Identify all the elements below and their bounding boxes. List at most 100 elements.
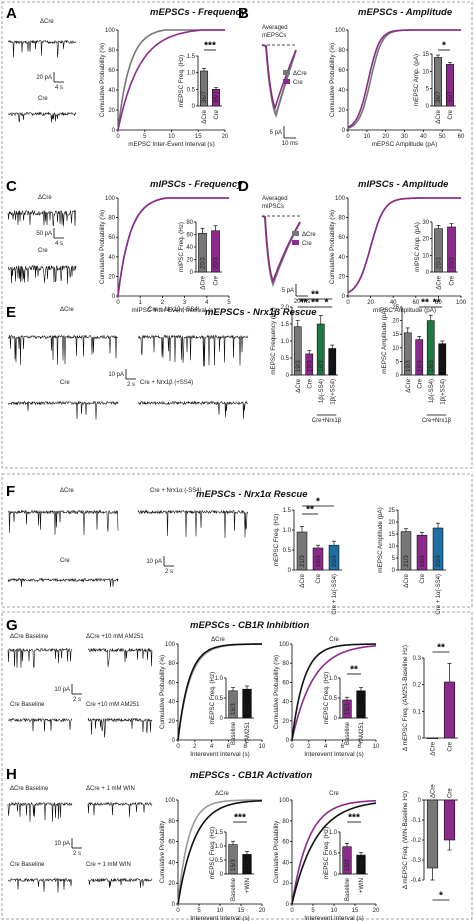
panel-h-cdf1-ytick-label: 60 bbox=[168, 840, 175, 846]
panel-f-freq-cat-0: ΔCre bbox=[300, 573, 306, 587]
panel-c-cdf-xtick-label: 3 bbox=[183, 300, 187, 306]
panel-d-inset-ytick-label: 30 bbox=[422, 220, 429, 226]
panel-a-inset-ytick-label: 0.5 bbox=[187, 87, 196, 93]
panel-f-label: F bbox=[6, 483, 15, 500]
panel-b-inset-count-1: 35/7 bbox=[448, 91, 454, 103]
panel-b-inset-cat-1: Cre bbox=[448, 109, 454, 119]
panel-g-cdf2-ytick-label: 20 bbox=[282, 719, 289, 725]
panel-a-scale-vlabel: 20 pA bbox=[36, 75, 52, 81]
panel-h-trace-cre-base bbox=[7, 877, 73, 893]
panel-h-cdf2-xtick-label: 0 bbox=[290, 908, 294, 914]
panel-e-scale-hlabel: 2 s bbox=[127, 382, 135, 388]
panel-c-cdf-ytick-label: 60 bbox=[108, 235, 115, 241]
panel-c-trace-cre bbox=[7, 264, 77, 284]
panel-b-title: mEPSCs - Amplitude bbox=[358, 7, 453, 18]
panel-d-cdf-ytick-label: 60 bbox=[338, 235, 345, 241]
panel-h-cdf1-title: ΔCre bbox=[215, 791, 229, 797]
panel-e-freq-ytick-label: 1.5 bbox=[281, 322, 290, 328]
panel-d-inset-cat-0: ΔCre bbox=[437, 275, 443, 289]
panel-d-cdf-ytick-label: 40 bbox=[338, 255, 345, 261]
panel-f-amp-cat-1: Cre bbox=[420, 573, 426, 583]
panel-g-cdf2-xlabel: Interevent Interval (s) bbox=[304, 751, 364, 758]
panel-c-inset-ytick-label: 40 bbox=[186, 245, 193, 251]
panel-c-cdf-xtick-label: 0 bbox=[116, 300, 120, 306]
panel-e-freq-ytick-label: 0 bbox=[286, 373, 290, 379]
panel-h-cdf1-ytick-label: 20 bbox=[168, 881, 175, 887]
panel-a-cdf-ylabel: Cumulative Probability (%) bbox=[99, 43, 106, 117]
panel-d-label: D bbox=[238, 178, 249, 195]
panel-b-scale-vlabel: 5 pA bbox=[270, 130, 282, 136]
panel-e-t1: ΔCre bbox=[60, 307, 74, 313]
panel-d-legend-dcre-swatch bbox=[292, 231, 299, 236]
panel-h-inset1-sig: *** bbox=[234, 813, 246, 824]
panel-c-cdf-xtick-label: 1 bbox=[139, 300, 143, 306]
panel-a-inset-ytick-label: 1.0 bbox=[187, 71, 196, 77]
panel-b-inset-ytick-label: 0 bbox=[426, 104, 430, 110]
panel-e-group-label-freq: Cre+Nrx1β bbox=[312, 418, 342, 424]
section-e-border bbox=[1, 473, 473, 608]
panel-g-inset2-cat-1: +AM251 bbox=[359, 721, 365, 744]
panel-g-inset1-count-1: 15/3 bbox=[245, 703, 251, 715]
panel-h-inset1-count-0: 15/3 bbox=[231, 859, 237, 871]
panel-h-scale-hlabel: 2 s bbox=[73, 851, 81, 857]
panel-f-amp-ytick-label: 5 bbox=[392, 556, 396, 562]
panel-c-label: C bbox=[6, 178, 17, 195]
panel-b-cdf-xtick-label: 50 bbox=[439, 134, 446, 140]
panel-f-amp-ytick-label: 25 bbox=[388, 508, 395, 514]
panel-g-cdf2-xtick-label: 8 bbox=[358, 744, 362, 750]
panel-e-amp-count-3: 19/3 bbox=[440, 360, 446, 372]
panel-a-trace-cre bbox=[7, 111, 77, 123]
panel-b-cdf-xtick-label: 30 bbox=[401, 134, 408, 140]
panel-h-inset1-cat-0: Baseline bbox=[231, 877, 237, 901]
panel-h-inset1-ytick-label: 0.5 bbox=[215, 858, 224, 864]
panel-e-amp-ytick-label: 5 bbox=[396, 359, 400, 365]
panel-c-trace-dcre-label: ΔCre bbox=[38, 195, 52, 201]
panel-g-cdf2-xtick-label: 6 bbox=[341, 744, 345, 750]
panel-b-inset-ytick-label: 10 bbox=[422, 69, 429, 75]
panel-b-avg-label-1: Averaged bbox=[262, 25, 288, 31]
panel-f-freq-ytick-label: 1.0 bbox=[283, 528, 292, 534]
panel-c-cdf-xtick-label: 5 bbox=[227, 300, 231, 306]
panel-g-cdf1-xtick-label: 0 bbox=[176, 744, 180, 750]
panel-h-inset2-sig: *** bbox=[348, 813, 360, 824]
panel-b-inset-ytick-label: 5 bbox=[426, 87, 430, 93]
panel-f-amp-ytick-label: 20 bbox=[388, 520, 395, 526]
panel-e-sig-top: ** bbox=[311, 290, 319, 301]
panel-c-cdf-xlabel: mIPSC Inter-Event Interval (s) bbox=[132, 307, 216, 314]
panel-g-inset2-ylabel: mEPSC Freq. (Hz) bbox=[323, 672, 330, 724]
panel-g-delta-cat-1: Cre bbox=[448, 741, 454, 751]
panel-a-cdf-ytick-label: 100 bbox=[105, 28, 116, 34]
panel-e-amp-ytick-label: 0 bbox=[396, 373, 400, 379]
panel-a-trace-cre-label: Cre bbox=[38, 96, 48, 102]
panel-h-cdf2-xtick-label: 5 bbox=[311, 908, 315, 914]
panel-e-amp-cat-2: 1β(-SS4) bbox=[429, 379, 435, 403]
panel-g-delta-sig: ** bbox=[437, 643, 445, 654]
panel-e-freq-count-1: 19/3 bbox=[307, 360, 313, 372]
panel-a-cdf-xtick-label: 10 bbox=[168, 134, 175, 140]
panel-h-inset1-ytick-label: 1.0 bbox=[215, 844, 224, 850]
panel-g-delta-ytick-label: 0.1 bbox=[413, 709, 422, 715]
panel-e-freq-ytick-label: 0.5 bbox=[281, 356, 290, 362]
panel-g-cdf1-xtick-label: 2 bbox=[193, 744, 197, 750]
panel-h-inset1-ytick-label: 0 bbox=[220, 872, 224, 878]
panel-g-cdf2-ylabel: Cumulative Probability (%) bbox=[273, 655, 280, 729]
panel-a-inset-ytick-label: 1.5 bbox=[187, 54, 196, 60]
panel-e-amp-ytick-label: 25 bbox=[392, 305, 399, 311]
panel-b-legend-dcre: ΔCre bbox=[293, 71, 307, 77]
panel-c-cdf-ytick-label: 0 bbox=[112, 294, 116, 300]
panel-g-delta-cat-0: ΔCre bbox=[431, 741, 437, 755]
panel-b-avg-label-2: mEPSCs bbox=[262, 33, 286, 39]
panel-e-freq-cat-1: Cre bbox=[307, 378, 313, 388]
panel-b-cdf-ytick-label: 60 bbox=[338, 68, 345, 74]
panel-h-inset1-ylabel: mEPSC Freq. (Hz) bbox=[209, 827, 216, 879]
panel-g-inset1-ylabel: mEPSC Freq. (Hz) bbox=[209, 672, 216, 724]
panel-a-cdf-ytick-label: 60 bbox=[108, 68, 115, 74]
panel-d-cdf-xtick-label: 40 bbox=[390, 300, 397, 306]
panel-e-amp-ylabel: mEPSC Amplitude (pA) bbox=[381, 308, 388, 373]
panel-h-t4: Cre + 1 mM WIN bbox=[86, 862, 131, 868]
panel-g-cdf1-ytick-label: 0 bbox=[172, 738, 176, 744]
panel-c-inset-count-1: 20/3 bbox=[214, 257, 220, 269]
panel-g-trace-dcre-am bbox=[87, 647, 153, 667]
panel-h-cdf2-base bbox=[291, 799, 377, 905]
